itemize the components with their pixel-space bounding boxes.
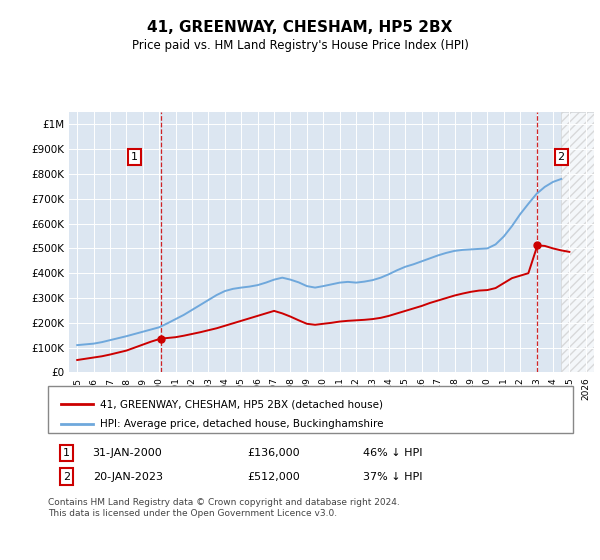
Text: 41, GREENWAY, CHESHAM, HP5 2BX (detached house): 41, GREENWAY, CHESHAM, HP5 2BX (detached… bbox=[101, 399, 383, 409]
Text: 2: 2 bbox=[557, 152, 565, 162]
Text: £136,000: £136,000 bbox=[248, 448, 300, 458]
Bar bbox=[561, 112, 600, 372]
Text: 31-JAN-2000: 31-JAN-2000 bbox=[92, 448, 163, 458]
FancyBboxPatch shape bbox=[48, 386, 573, 433]
Text: 1: 1 bbox=[131, 152, 138, 162]
Text: £512,000: £512,000 bbox=[248, 472, 300, 482]
Text: 2: 2 bbox=[63, 472, 70, 482]
Text: Price paid vs. HM Land Registry's House Price Index (HPI): Price paid vs. HM Land Registry's House … bbox=[131, 39, 469, 52]
Text: HPI: Average price, detached house, Buckinghamshire: HPI: Average price, detached house, Buck… bbox=[101, 419, 384, 428]
Text: 46% ↓ HPI: 46% ↓ HPI bbox=[363, 448, 422, 458]
Text: 41, GREENWAY, CHESHAM, HP5 2BX: 41, GREENWAY, CHESHAM, HP5 2BX bbox=[148, 20, 452, 35]
Text: 20-JAN-2023: 20-JAN-2023 bbox=[92, 472, 163, 482]
Text: Contains HM Land Registry data © Crown copyright and database right 2024.
This d: Contains HM Land Registry data © Crown c… bbox=[48, 498, 400, 518]
Text: 37% ↓ HPI: 37% ↓ HPI bbox=[363, 472, 422, 482]
Text: 1: 1 bbox=[63, 448, 70, 458]
